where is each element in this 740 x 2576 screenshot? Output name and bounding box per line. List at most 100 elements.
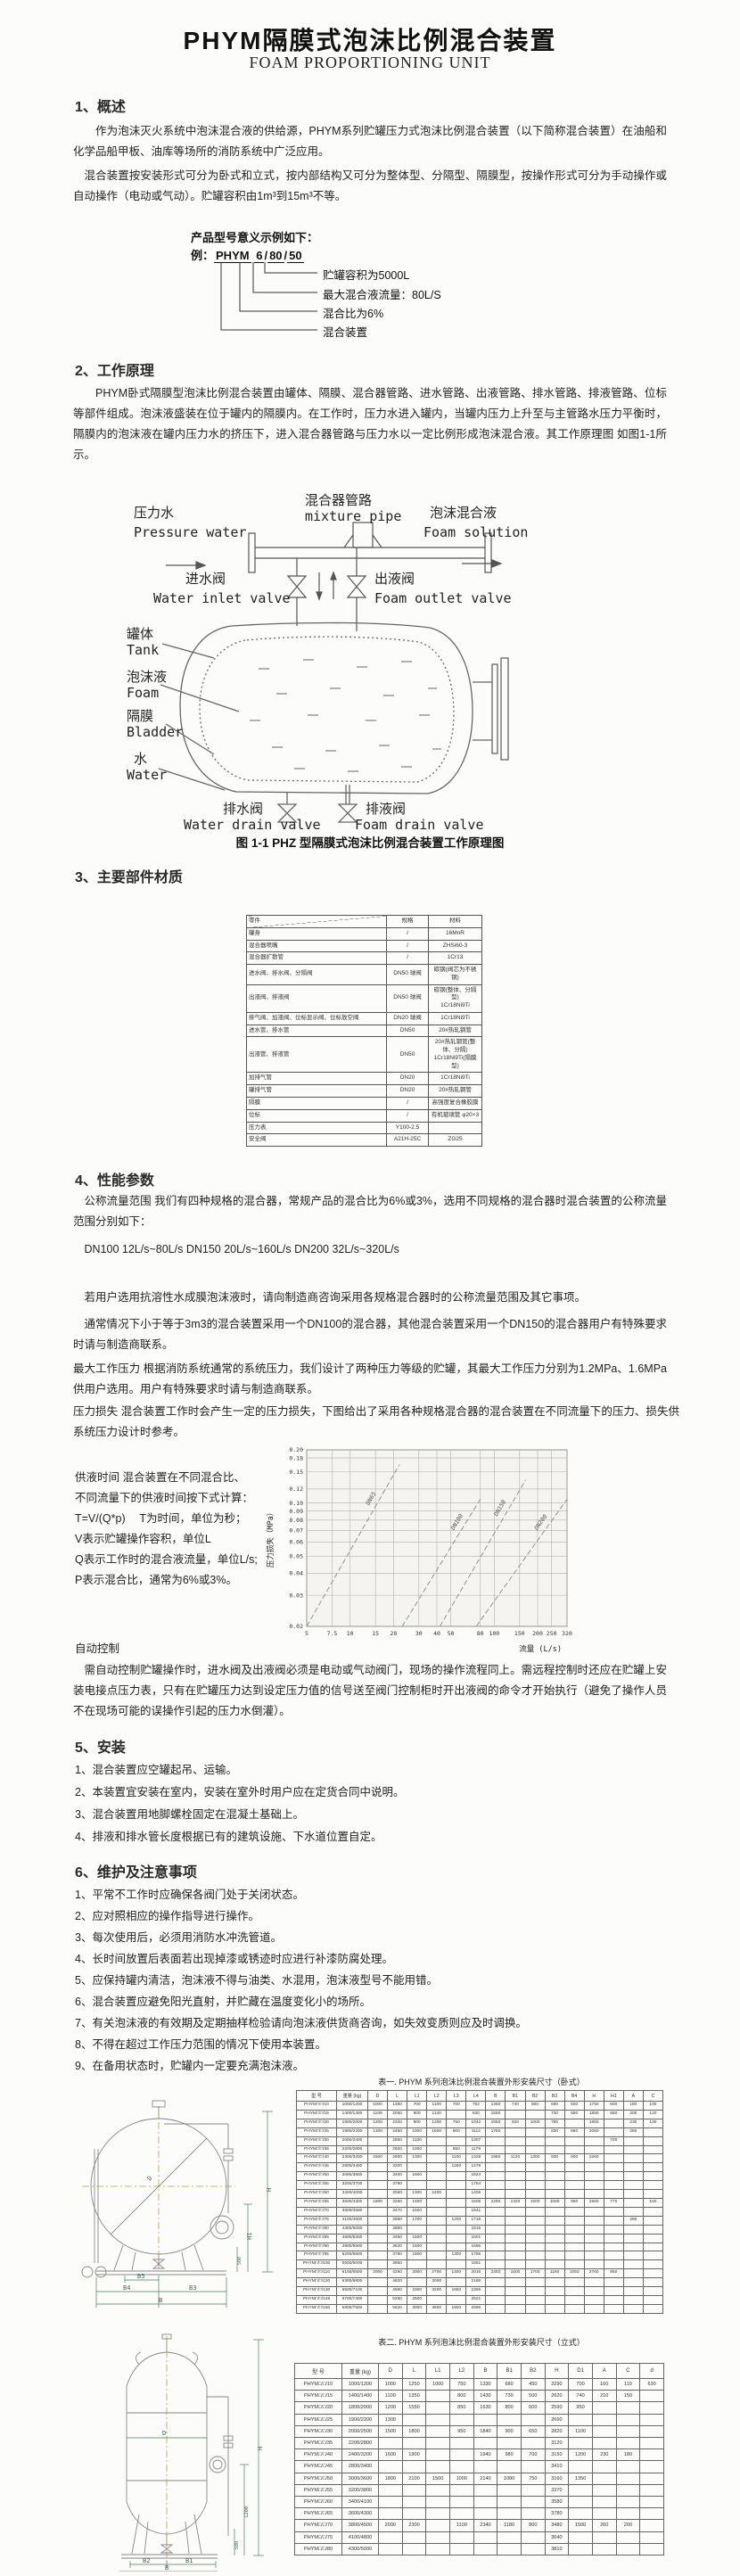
svg-text:0.12: 0.12 [289, 1486, 303, 1493]
table-cell: 1300 [524, 2153, 546, 2164]
table-cell [505, 2171, 526, 2182]
table-cell [407, 2277, 428, 2288]
table-cell [583, 2242, 604, 2252]
table-cell [583, 2144, 604, 2155]
table-cell [642, 2215, 664, 2226]
table-cell: 2000 [366, 2268, 389, 2279]
table-cell: 4960 [387, 2286, 408, 2296]
svg-text:7.5: 7.5 [327, 1630, 338, 1637]
table-cell: 1180 [544, 2268, 565, 2279]
installation-list: 1、混合装置应空罐起吊、运输。 2、本装置宜安装在室内，安装在室外时用户应在定货合… [75, 1760, 681, 1849]
table-cell: 1100 [568, 2424, 593, 2439]
table-cell [505, 2180, 526, 2191]
table-cell: PHYM□/□/75 [296, 2215, 337, 2226]
table-cell [563, 2286, 585, 2296]
table-cell: 1120 [505, 2153, 526, 2164]
table-cell [446, 2224, 467, 2234]
table-cell [524, 2286, 546, 2296]
table-cell [615, 2424, 641, 2439]
table-cell [639, 2531, 664, 2544]
table-cell: 1840 [473, 2424, 498, 2439]
table-cell: PHYM□/□/110 [296, 2268, 337, 2279]
table-cell: 1000 [378, 2377, 403, 2391]
table-cell: 100 [642, 2101, 664, 2111]
table-cell [615, 2507, 641, 2521]
table-cell [401, 2413, 427, 2426]
table-cell: 1800/2000 [336, 2118, 368, 2128]
table-cell: 16MnR [428, 926, 482, 941]
table-cell: 安全阀 [246, 1133, 387, 1148]
column-header: B2 [520, 2363, 546, 2379]
column-header: L [401, 2363, 427, 2379]
table-cell: 2500 [407, 2294, 428, 2305]
table-cell [544, 2206, 565, 2217]
table-cell [485, 2303, 506, 2314]
table-cell: 830 [544, 2127, 565, 2137]
table-cell: 2000 [378, 2519, 403, 2532]
table-cell: 2200/2800 [341, 2437, 379, 2450]
table-cell [520, 2483, 546, 2498]
table-cell [591, 2496, 617, 2509]
table-row: 位标 / 有机玻璃管 φ20×3 [246, 1108, 482, 1123]
column-header: B3 [544, 2090, 565, 2102]
table-cell [622, 2277, 644, 2288]
table-cell: 200 [615, 2519, 641, 2532]
table-cell: 1940 [473, 2448, 498, 2462]
table-cell [485, 2224, 506, 2234]
table-cell: 3400/4100 [341, 2496, 379, 2509]
table-cell [366, 2303, 389, 2314]
table-cell [615, 2542, 641, 2556]
svg-text:40: 40 [433, 1630, 440, 1637]
table-cell: 950 [568, 2401, 593, 2415]
table-cell: 2400 [426, 2189, 448, 2199]
table-cell [622, 2162, 644, 2173]
table-cell: 2016 [465, 2268, 487, 2279]
table-cell [473, 2507, 498, 2521]
table-cell [603, 2215, 624, 2226]
table-cell [446, 2206, 467, 2217]
table-cell: 1300 [446, 2251, 467, 2261]
label-foam-zh: 泡沫液 [127, 670, 167, 685]
table-cell: 进水管、排水管 [246, 1024, 387, 1038]
table-cell: 5620 [387, 2303, 408, 2314]
column-header: C [615, 2363, 641, 2379]
table-cell [639, 2424, 664, 2439]
table-cell: 3200 [387, 2162, 408, 2173]
table-cell: 900 [446, 2127, 467, 2137]
table-cell [446, 2180, 467, 2191]
svg-text:80: 80 [477, 1630, 484, 1637]
table-row: 隔膜 / 高强度复合橡胶膜 [246, 1097, 482, 1110]
label-water-zh: 水 [134, 752, 147, 767]
table-cell [642, 2206, 664, 2217]
dim2-label-h: H [257, 2447, 264, 2450]
table-cell [497, 2437, 522, 2450]
table-cell: 20#热轧钢管 [428, 1024, 482, 1038]
table-cell: 1800 [366, 2197, 389, 2208]
table-cell [591, 2531, 617, 2544]
table-cell [426, 2144, 448, 2155]
table-cell: 1Cr18Ni9Ti [428, 1072, 482, 1086]
table-cell: 3200/3700 [336, 2180, 368, 2191]
table-cell: 600 [603, 2101, 624, 2111]
table-cell [505, 2189, 526, 2199]
svg-text:0.20: 0.20 [289, 1446, 303, 1453]
table-cell: 1000 [524, 2118, 546, 2128]
list-item: 6、混合装置应避免阳光直射，并贮藏在温度变化小的场所。 [75, 1996, 371, 2008]
model-part-volume: 50 [287, 249, 304, 263]
table-cell [568, 2531, 593, 2544]
table-cell [497, 2496, 522, 2509]
table-cell: 1250 [401, 2377, 427, 2391]
table-cell [505, 2127, 526, 2137]
section-5-heading: 5、安装 [75, 1741, 126, 1756]
table-cell: PHYM□/□/70 [294, 2519, 342, 2532]
table-cell: 700 [407, 2101, 428, 2111]
table-cell: 2620 [544, 2390, 570, 2403]
table-cell: PHYM□/□/85 [296, 2233, 337, 2243]
table-cell: PHYM□/□/55 [296, 2180, 337, 2191]
table-cell [446, 2171, 467, 2182]
table-row: PHYM□/□/150 6800/7500 5620 3000 3600 1900 2686 [296, 2303, 664, 2314]
table-row: PHYM□/□/65 3600/4300 1800 3260 1400 1506 2250 1… [296, 2197, 664, 2208]
dim-label-b4: B4 [123, 2284, 130, 2292]
column-header: C [642, 2090, 664, 2102]
dim2-label-d: D [162, 2430, 166, 2437]
